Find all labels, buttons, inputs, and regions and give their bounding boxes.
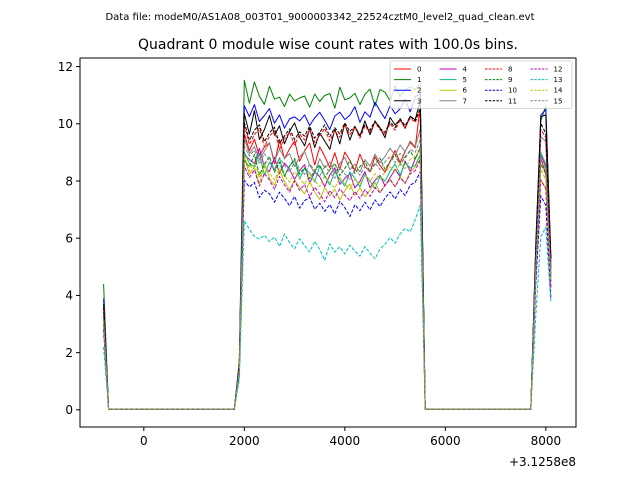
legend-label-8: 8 <box>508 66 512 74</box>
legend-label-15: 15 <box>554 97 563 105</box>
legend-label-12: 12 <box>554 66 563 74</box>
legend-label-9: 9 <box>508 76 512 84</box>
series-line-13 <box>103 204 552 410</box>
legend-label-13: 13 <box>554 76 563 84</box>
legend-label-3: 3 <box>417 97 421 105</box>
x-tick-label: 4000 <box>330 434 361 448</box>
legend-label-10: 10 <box>508 87 517 95</box>
chart-title: Quadrant 0 module wise count rates with … <box>138 37 518 53</box>
x-tick-label: 8000 <box>531 434 562 448</box>
legend-label-14: 14 <box>554 87 563 95</box>
series-line-10 <box>103 171 552 410</box>
series-layer <box>103 79 552 410</box>
y-tick-label: 2 <box>65 346 73 360</box>
legend-frame <box>389 60 573 109</box>
series-line-11 <box>103 107 552 410</box>
x-tick-label: 2000 <box>229 434 260 448</box>
legend-label-6: 6 <box>463 87 468 95</box>
series-line-9 <box>103 146 552 410</box>
y-axis: 0 2 4 6 8 10 12 <box>58 60 80 417</box>
legend-label-0: 0 <box>417 66 421 74</box>
y-tick-label: 0 <box>65 403 73 417</box>
series-line-5 <box>103 151 552 410</box>
legend-label-1: 1 <box>417 76 421 84</box>
x-tick-label: 6000 <box>430 434 461 448</box>
y-tick-label: 8 <box>65 174 73 188</box>
y-tick-label: 6 <box>65 232 73 246</box>
series-line-0 <box>103 106 552 410</box>
series-line-6 <box>103 157 552 410</box>
x-axis: 0 2000 4000 6000 8000 <box>140 427 561 448</box>
legend-label-7: 7 <box>463 97 467 105</box>
legend-label-5: 5 <box>463 76 467 84</box>
series-line-7 <box>103 129 552 410</box>
legend-label-4: 4 <box>463 66 468 74</box>
legend-label-2: 2 <box>417 87 421 95</box>
y-tick-label: 4 <box>65 289 73 303</box>
x-offset-label: +3.1258e8 <box>509 455 576 469</box>
series-line-12 <box>103 159 552 410</box>
plot-area <box>79 57 577 428</box>
series-line-14 <box>103 149 552 410</box>
plot-frame <box>79 57 577 428</box>
series-line-15 <box>103 139 552 410</box>
x-tick-label: 0 <box>140 434 148 448</box>
y-tick-label: 12 <box>58 60 73 74</box>
figure-suptitle: Data file: modeM0/AS1A08_003T01_90000033… <box>105 12 534 23</box>
y-tick-label: 10 <box>58 117 73 131</box>
legend-label-11: 11 <box>508 97 517 105</box>
series-line-8 <box>103 110 552 410</box>
